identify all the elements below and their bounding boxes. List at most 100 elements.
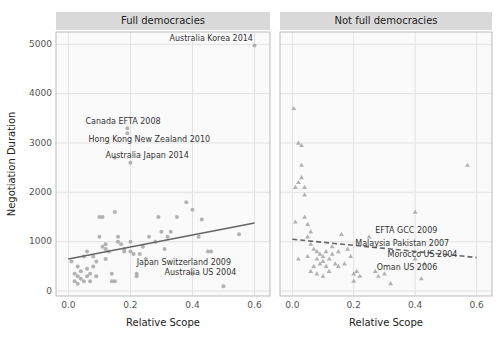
point	[321, 259, 326, 263]
panel: 0.00.20.40.6EFTA GCC 2009Malaysia Pakist…	[280, 12, 492, 328]
point	[465, 163, 470, 167]
grid-line	[280, 93, 492, 94]
point	[82, 279, 86, 283]
strip	[56, 12, 270, 30]
point	[85, 250, 89, 254]
point	[85, 274, 89, 278]
panel: 0100020003000400050000.00.20.40.6Austral…	[6, 12, 270, 328]
point	[333, 261, 338, 265]
tick-label: 3000	[29, 138, 52, 148]
point	[91, 264, 95, 268]
marks	[291, 106, 476, 285]
point	[116, 235, 120, 239]
point	[135, 274, 139, 278]
plot-area	[56, 32, 270, 296]
tick-label: 0.6	[247, 300, 262, 310]
point	[209, 250, 213, 254]
strip	[280, 12, 492, 30]
point	[156, 215, 160, 219]
point	[190, 208, 194, 212]
tick-label: 0.2	[123, 300, 137, 310]
grid-line	[56, 44, 270, 45]
point	[367, 234, 372, 238]
tick-label: 0.6	[469, 300, 484, 310]
point	[351, 279, 356, 283]
point	[175, 215, 179, 219]
point	[163, 247, 167, 251]
point	[122, 250, 126, 254]
annotation: EFTA GCC 2009	[375, 226, 437, 235]
marks	[68, 44, 256, 289]
point	[330, 251, 335, 255]
point	[321, 254, 326, 258]
point	[336, 264, 341, 268]
point	[76, 264, 80, 268]
point	[197, 235, 201, 239]
point	[97, 235, 101, 239]
plot-frame	[56, 32, 270, 296]
point	[73, 272, 77, 276]
point	[113, 210, 117, 214]
point	[336, 249, 341, 253]
point	[318, 251, 323, 255]
point	[221, 284, 225, 288]
annotation: Japan Switzerland 2009	[136, 258, 231, 267]
chart: 0100020003000400050000.00.20.40.6Austral…	[0, 0, 500, 349]
grid-line	[280, 143, 492, 144]
point	[101, 215, 105, 219]
point	[104, 242, 108, 246]
point	[413, 210, 418, 214]
annotation: Canada EFTA 2008	[85, 117, 160, 126]
point	[305, 234, 310, 238]
axis-label: Relative Scope	[126, 317, 200, 328]
point	[184, 200, 188, 204]
point	[305, 222, 310, 226]
point	[128, 250, 132, 254]
point	[76, 282, 80, 286]
point	[302, 214, 307, 218]
axis-label: Negotiation Duration	[6, 112, 17, 217]
point	[299, 175, 304, 179]
grid-line	[353, 32, 354, 296]
panel-title: Not full democracies	[334, 15, 437, 26]
point	[119, 242, 123, 246]
tick-label: 5000	[29, 39, 52, 49]
point	[376, 274, 381, 278]
annotation: Australia Korea 2014	[169, 34, 253, 43]
annotation: Hong Kong New Zealand 2010	[89, 135, 211, 144]
tick-label: 4000	[29, 88, 52, 98]
point	[76, 274, 80, 278]
tick-label: 2000	[29, 187, 52, 197]
point	[314, 256, 319, 260]
point	[296, 180, 301, 184]
point	[299, 163, 304, 167]
point	[88, 272, 92, 276]
point	[94, 259, 98, 263]
point	[113, 279, 117, 283]
point	[305, 254, 310, 258]
annotation: Morocco US 2004	[388, 250, 458, 259]
grid-line	[280, 44, 492, 45]
point	[200, 218, 204, 222]
point	[327, 256, 332, 260]
point	[308, 242, 313, 246]
plot-area	[280, 32, 492, 296]
point	[296, 140, 301, 144]
point	[128, 240, 132, 244]
plot-frame	[280, 32, 492, 296]
grid-line	[68, 32, 69, 296]
tick-label: 0.0	[61, 300, 76, 310]
point	[339, 232, 344, 236]
grid-line	[56, 93, 270, 94]
point	[88, 279, 92, 283]
annotation: Malaysia Pakistan 2007	[355, 239, 449, 248]
grid-line	[292, 32, 293, 296]
point	[79, 269, 83, 273]
point	[324, 264, 329, 268]
point	[299, 143, 304, 147]
point	[388, 281, 393, 285]
point	[302, 192, 307, 196]
point	[324, 249, 329, 253]
point	[138, 252, 142, 256]
tick-label: 0	[46, 286, 52, 296]
